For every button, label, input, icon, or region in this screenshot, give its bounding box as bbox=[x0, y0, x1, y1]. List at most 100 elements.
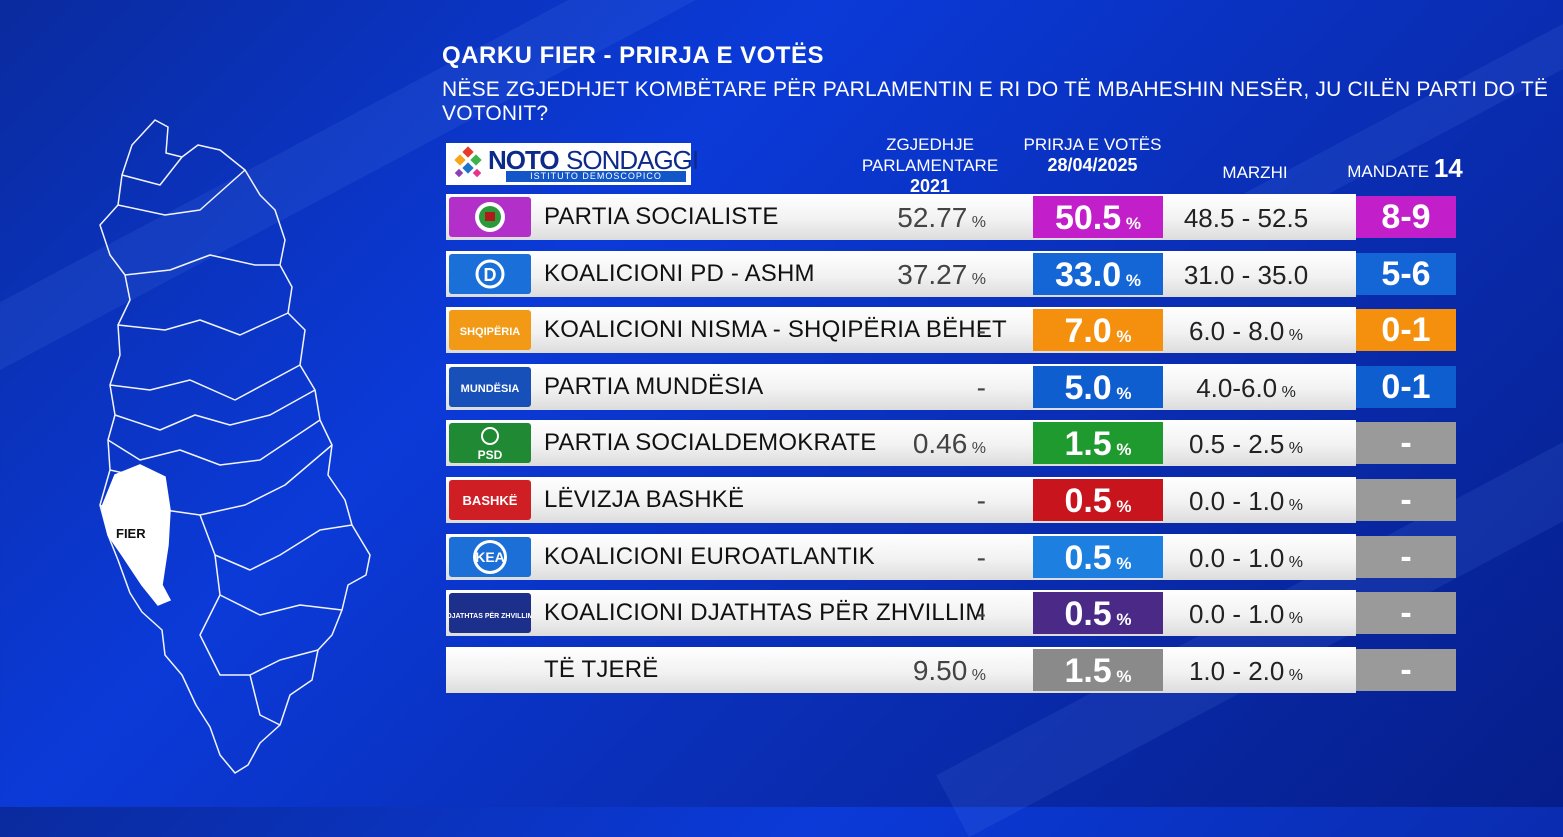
percent-sign: % bbox=[1111, 440, 1132, 460]
header-prev-line1: ZGJEDHJE PARLAMENTARE bbox=[861, 135, 999, 175]
trend-value: 5.0 % bbox=[1033, 365, 1163, 408]
prev-2021-value: - bbox=[976, 371, 986, 403]
kea-stars-icon: KEA bbox=[449, 536, 531, 577]
header-prev-election: ZGJEDHJE PARLAMENTARE 2021 bbox=[830, 134, 1030, 197]
prev-2021-value: - bbox=[976, 315, 986, 347]
percent-sign: % bbox=[1284, 440, 1304, 458]
percent-sign: % bbox=[1121, 214, 1142, 233]
header-margin: MARZHI bbox=[1222, 163, 1288, 182]
prev-2021-value: - bbox=[976, 541, 986, 573]
seats-value: - bbox=[1356, 422, 1456, 465]
page-title: QARKU FIER - PRIRJA E VOTËS bbox=[442, 42, 824, 69]
party-name: PARTIA MUNDËSIA bbox=[544, 372, 764, 400]
table-row: MUNDËSIA PARTIA MUNDËSIA - 5.0 % 4.0-6.0 % 0-… bbox=[446, 363, 1456, 410]
prev-2021-value: 9.50 % bbox=[912, 654, 986, 686]
fier-region-highlight bbox=[101, 464, 172, 606]
margin-range: 0.0 - 1.0 % bbox=[1188, 486, 1304, 516]
djathtas-logo-icon: DJATHTAS PËR ZHVILLIM bbox=[449, 593, 531, 634]
svg-text:MUNDËSIA: MUNDËSIA bbox=[461, 382, 520, 395]
prev-2021-value: 52.77 % bbox=[897, 202, 986, 233]
prev-2021-value: 37.27 % bbox=[897, 258, 986, 290]
percent-sign: % bbox=[1284, 610, 1304, 628]
table-row: SHQIPËRIA KOALICIONI NISMA - SHQIPËRIA BË… bbox=[446, 307, 1456, 354]
page-subtitle: NËSE ZGJEDHJET KOMBËTARE PËR PARLAMENTIN… bbox=[442, 78, 1549, 125]
party-name: KOALICIONI EUROATLANTIK bbox=[544, 542, 875, 570]
row-background bbox=[446, 194, 1356, 240]
bashke-logo-icon: BASHKË bbox=[449, 480, 531, 520]
albania-map bbox=[99, 119, 371, 774]
percent-sign: % bbox=[967, 666, 986, 684]
percent-sign: % bbox=[1277, 383, 1296, 401]
percent-sign: % bbox=[1284, 553, 1304, 571]
header-trend-date: 28/04/2025 bbox=[1047, 155, 1138, 175]
header-seats-total: 14 bbox=[1433, 153, 1463, 183]
percent-sign: % bbox=[1284, 327, 1304, 345]
table-row: D KOALICIONI PD - ASHM 37.27 % 33.0 % 31.0 -… bbox=[446, 250, 1456, 341]
svg-text:KEA: KEA bbox=[475, 549, 505, 565]
svg-text:DJATHTAS PËR ZHVILLIM: DJATHTAS PËR ZHVILLIM bbox=[449, 612, 531, 620]
row-background bbox=[446, 477, 1356, 523]
percent-sign: % bbox=[1284, 497, 1304, 514]
party-name: PARTIA SOCIALISTE bbox=[544, 203, 779, 230]
svg-text:SHQIPËRIA: SHQIPËRIA bbox=[460, 325, 521, 338]
seats-value: 8-9 bbox=[1356, 196, 1456, 238]
trend-value: 33.0 % bbox=[1033, 252, 1163, 295]
row-background bbox=[446, 646, 1356, 693]
margin-range: 4.0-6.0 % bbox=[1196, 372, 1296, 403]
seats-value: - bbox=[1356, 535, 1456, 578]
header-trend-line1: PRIRJA E VOTËS bbox=[1023, 135, 1162, 154]
percent-sign: % bbox=[967, 440, 986, 458]
header-prev-year: 2021 bbox=[909, 176, 951, 196]
table-row: PSD PARTIA SOCIALDEMOKRATE 0.46 % 1.5 % 0.5 … bbox=[446, 420, 1456, 467]
seats-value: - bbox=[1356, 648, 1456, 691]
margin-range: 1.0 - 2.0 % bbox=[1188, 655, 1304, 686]
percent-sign: % bbox=[1284, 666, 1304, 684]
percent-sign: % bbox=[1111, 666, 1132, 686]
prev-2021-value: - bbox=[976, 485, 986, 516]
svg-text:PSD: PSD bbox=[478, 448, 503, 462]
svg-text:D: D bbox=[484, 265, 497, 285]
svg-text:BASHKË: BASHKË bbox=[463, 493, 518, 508]
header-seats-label: MANDATE bbox=[1347, 162, 1430, 181]
trend-value: 7.0 % bbox=[1033, 309, 1163, 352]
noto-diamond-icon bbox=[454, 146, 482, 178]
seats-value: - bbox=[1356, 479, 1456, 521]
noto-sondaggi-logo: NOTO SONDAGGI ISTITUTO DEMOSCOPICO bbox=[446, 143, 699, 185]
trend-value: 1.5 % bbox=[1033, 648, 1163, 691]
psd-rose-icon: PSD bbox=[449, 423, 531, 464]
party-name: KOALICIONI DJATHTAS PËR ZHVILLIM bbox=[544, 599, 986, 627]
logo-noto-text: NOTO bbox=[488, 145, 560, 175]
seats-value: 0-1 bbox=[1356, 309, 1456, 352]
shqiperia-behet-logo-icon: SHQIPËRIA bbox=[449, 310, 531, 351]
table-row: DJATHTAS PËR ZHVILLIM KOALICIONI DJATHTAS… bbox=[446, 590, 1456, 637]
row-background bbox=[446, 533, 1356, 580]
margin-range: 0.0 - 1.0 % bbox=[1188, 599, 1304, 630]
party-name: PARTIA SOCIALDEMOKRATE bbox=[544, 429, 877, 457]
trend-value: 1.5 % bbox=[1033, 422, 1163, 465]
percent-sign: % bbox=[1111, 327, 1132, 347]
row-background bbox=[446, 420, 1356, 467]
party-name: TË TJERË bbox=[544, 655, 659, 683]
percent-sign: % bbox=[1111, 383, 1132, 403]
table-row: TË TJERË 9.50 % 1.5 % 1.0 - 2.0 % - bbox=[446, 646, 1456, 693]
table-row: BASHKË LËVIZJA BASHKË - 0.5 % 0.0 - 1.0 % - bbox=[446, 477, 1456, 523]
row-background bbox=[446, 363, 1356, 410]
table-row: KEA KOALICIONI EUROATLANTIK - 0.5 % 0.0 - 1.… bbox=[446, 533, 1456, 580]
percent-sign: % bbox=[967, 270, 986, 288]
seats-value: - bbox=[1356, 592, 1456, 635]
row-background bbox=[446, 250, 1356, 297]
mundesia-logo-icon: MUNDËSIA bbox=[449, 366, 531, 407]
prev-2021-value: - bbox=[976, 598, 986, 630]
seats-value: 5-6 bbox=[1356, 252, 1456, 295]
prev-2021-value: 0.46 % bbox=[912, 428, 986, 460]
margin-range: 48.5 - 52.5 % bbox=[1176, 194, 1316, 284]
logo-tagline: ISTITUTO DEMOSCOPICO bbox=[506, 171, 686, 182]
header-seats: MANDATE 14 bbox=[1340, 155, 1470, 182]
percent-sign: % bbox=[1111, 553, 1132, 573]
trend-value: 0.5 % bbox=[1033, 592, 1163, 635]
map-region-label: FIER bbox=[116, 526, 146, 541]
percent-sign: % bbox=[1111, 610, 1132, 630]
percent-sign: % bbox=[1111, 497, 1132, 516]
ps-rose-emblem-icon bbox=[449, 197, 531, 237]
row-background bbox=[446, 307, 1356, 354]
